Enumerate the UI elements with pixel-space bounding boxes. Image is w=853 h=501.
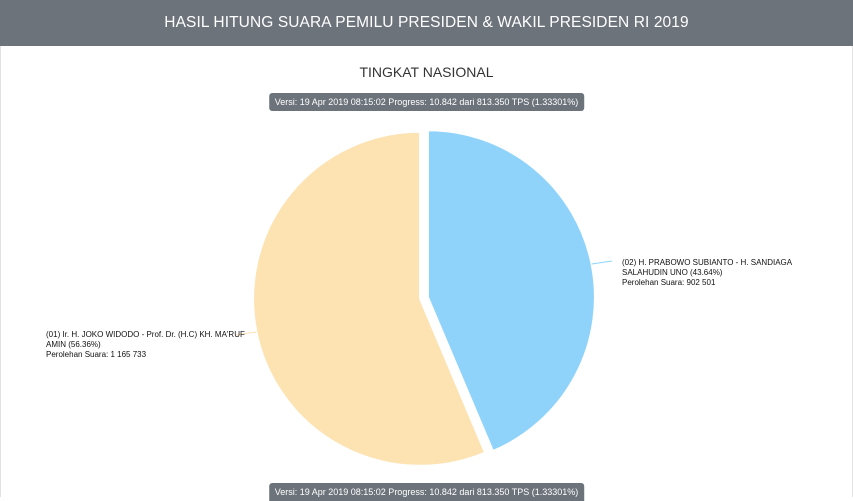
version-badge-top: Versi: 19 Apr 2019 08:15:02 Progress: 10… xyxy=(268,93,585,111)
page-header: HASIL HITUNG SUARA PEMILU PRESIDEN & WAK… xyxy=(0,0,853,46)
data-label-jokowi-votes: Perolehan Suara: 1 165 733 xyxy=(46,350,147,359)
data-label-jokowi-name: (01) Ir. H. JOKO WIDODO - Prof. Dr. (H.C… xyxy=(46,330,245,349)
page-title: HASIL HITUNG SUARA PEMILU PRESIDEN & WAK… xyxy=(164,14,689,31)
data-label-jokowi: (01) Ir. H. JOKO WIDODO - Prof. Dr. (H.C… xyxy=(46,330,246,360)
data-label-prabowo-name: (02) H. PRABOWO SUBIANTO - H. SANDIAGA S… xyxy=(622,258,792,277)
data-label-prabowo-votes: Perolehan Suara: 902 501 xyxy=(622,278,716,287)
pie-slice-jokowi[interactable] xyxy=(252,130,487,467)
data-label-prabowo: (02) H. PRABOWO SUBIANTO - H. SANDIAGA S… xyxy=(622,258,812,288)
version-badge-bottom: Versi: 19 Apr 2019 08:15:02 Progress: 10… xyxy=(268,483,585,501)
leader-line-jokowi xyxy=(235,331,257,336)
pie-slice-prabowo[interactable] xyxy=(426,129,596,453)
chart-title: TINGKAT NASIONAL xyxy=(359,64,494,80)
leader-line-prabowo xyxy=(591,260,613,265)
